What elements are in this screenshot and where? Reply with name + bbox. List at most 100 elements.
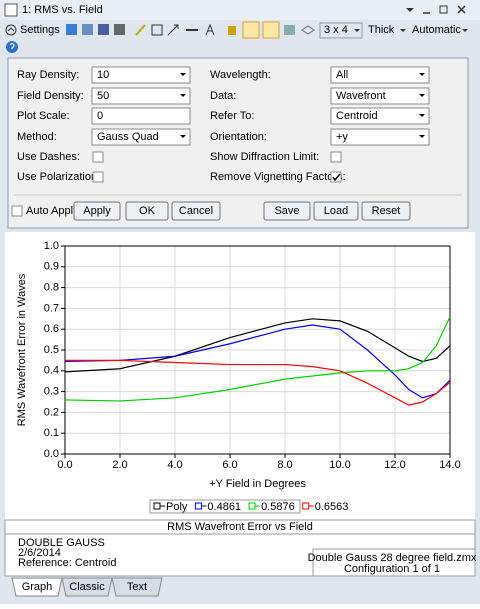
tab[interactable] [11,577,63,597]
maximize-button[interactable] [439,5,448,14]
tab-label[interactable]: Graph [22,581,53,593]
scale-mode[interactable]: Automatic [412,24,461,36]
info-text: Double Gauss 28 degree field.zmx [308,552,477,564]
setting-label: Refer To: [210,110,254,122]
setting-label: Use Dashes: [17,151,80,163]
menu-button[interactable] [406,8,414,12]
button-label[interactable]: Reset [372,205,401,217]
series-line [64,324,451,399]
dropdown-arrow [419,73,425,76]
x-axis-label: +Y Field in Degrees [209,478,306,490]
info-box [312,548,476,577]
title-bar [0,0,480,20]
dropdown-arrow [419,114,425,117]
legend [149,499,301,514]
button-label[interactable]: Save [274,205,299,217]
dropdown[interactable] [330,128,430,146]
layers-icon[interactable] [301,25,315,35]
auto-apply-label: Auto Apply [26,205,79,217]
setting-label: Remove Vignetting Factors: [210,171,346,183]
x-tick-label: 8.0 [277,459,292,471]
info-text: 2/6/2014 [18,547,61,559]
y-tick-label: 0.0 [44,448,59,460]
y-tick-label: 0.7 [44,302,59,314]
dropdown-arrow [354,29,360,32]
plot-frame [64,245,451,455]
checkbox[interactable] [11,205,23,217]
settings-toggle[interactable] [5,24,17,36]
tab[interactable] [111,577,163,597]
setting-value: 50 [97,90,109,102]
button[interactable] [313,201,359,221]
save-icon[interactable] [98,24,109,35]
tab-label[interactable]: Text [127,581,147,593]
info-text: DOUBLE GAUSS [18,537,105,549]
y-tick-label: 0.3 [44,386,59,398]
dropdown[interactable] [330,87,430,105]
button[interactable] [73,201,121,221]
help-icon[interactable] [6,41,18,53]
help-glyph [9,42,15,49]
y-tick-label: 0.9 [44,261,59,273]
dropdown[interactable] [330,66,430,84]
checkbox[interactable] [92,171,104,183]
button[interactable] [171,201,221,221]
info-panel [4,519,476,577]
close-button[interactable] [457,5,466,14]
setting-label: Data: [210,90,236,102]
copy-icon[interactable] [82,24,93,35]
dropdown[interactable] [91,66,191,84]
button-label[interactable]: Load [324,205,348,217]
chart: 0.0 0.1 0.2 0.3 0.4 0.5 0.6 0.7 0.8 0.9 1.0 0.0 2.0 4… [16,240,461,514]
lock-icon[interactable] [228,26,236,35]
setting-label: Use Polarization: [17,171,100,183]
chart-title: RMS Wavefront Error vs Field [167,521,313,533]
chart-area [5,232,475,520]
setting-value: Centroid [336,110,378,122]
arrow-icon[interactable] [167,24,179,36]
y-tick-label: 0.1 [44,427,59,439]
legend-label: Poly [166,501,188,513]
button-label[interactable]: OK [139,205,156,217]
tab[interactable] [61,577,113,597]
info-text: Reference: Centroid [18,557,116,569]
dropdown[interactable] [330,107,430,125]
checkbox[interactable] [330,171,342,183]
dropdown[interactable] [91,128,191,146]
pencil-icon[interactable] [135,24,146,36]
refresh-icon[interactable] [66,24,77,35]
legend-label: 0.6563 [315,501,349,513]
setting-value: 10 [97,69,109,81]
chart-icon[interactable] [242,21,260,39]
checkbox[interactable] [92,151,104,163]
layout-dropdown[interactable] [319,22,363,39]
setting-label: Wavelength: [210,69,271,81]
check-mark [332,173,341,182]
x-tick-label: 0.0 [57,459,72,471]
series-line [64,316,451,402]
button[interactable] [263,201,311,221]
x-tick-label: 4.0 [167,459,182,471]
dropdown[interactable] [91,87,191,105]
rect-icon[interactable] [151,24,163,36]
window-icon[interactable] [284,25,295,35]
setting-value: All [336,69,348,81]
button[interactable] [125,201,169,221]
dropdown-arrow [180,94,186,97]
text-icon[interactable] [205,23,215,36]
tab-label[interactable]: Classic [69,581,105,593]
button-label[interactable]: Cancel [179,205,213,217]
y-tick-label: 0.4 [44,365,59,377]
line-thickness[interactable]: Thick [368,24,395,36]
x-tick-label: 2.0 [112,459,127,471]
settings-right: Wavelength: All Data: Wavefront Refer To… [210,66,430,183]
y-tick-label: 0.8 [44,282,59,294]
setting-label: Show Diffraction Limit: [210,151,319,163]
fit-icon[interactable] [262,21,280,39]
button-label[interactable]: Apply [83,205,111,217]
checkbox[interactable] [330,151,342,163]
print-icon[interactable] [114,24,125,35]
text-input[interactable] [91,107,191,125]
button[interactable] [361,201,411,221]
settings-label[interactable]: Settings [20,24,60,36]
